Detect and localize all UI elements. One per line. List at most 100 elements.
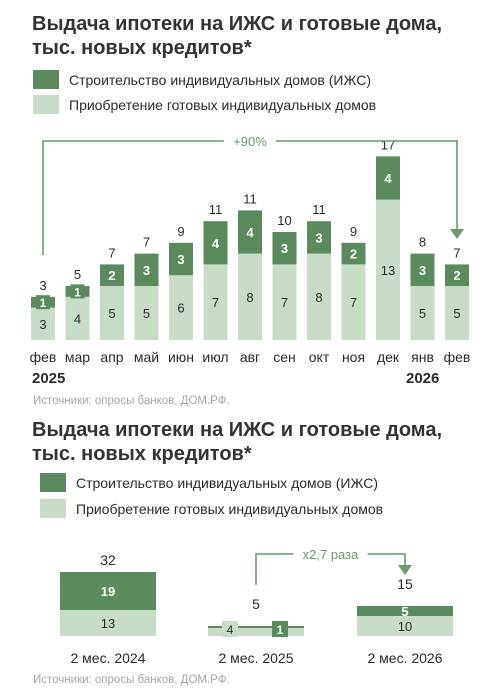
- chart2-legend-ready: Приобретение готовых индивидуальных домо…: [40, 499, 383, 518]
- x-tick-label: сен: [273, 349, 296, 365]
- data-label: 3: [419, 263, 426, 278]
- chart2-source: Источники: опросы банков, ДОМ.РФ.: [33, 674, 230, 686]
- data-label-badge: [70, 284, 85, 299]
- bar-segment-ready: [272, 264, 297, 340]
- bar-segment-ijs: [445, 264, 469, 286]
- data-label: 3: [39, 317, 46, 332]
- data-label: 3: [143, 263, 150, 278]
- bar-segment-ijs: [341, 242, 366, 265]
- bar-segment-ijs: [410, 253, 435, 286]
- bar-segment-ijs: [60, 572, 156, 610]
- bar-segment-ijs: [169, 242, 193, 276]
- total-label: 7: [453, 245, 460, 260]
- x-tick-label: июл: [202, 349, 228, 365]
- data-label: 7: [281, 295, 288, 310]
- chart1-legend-ready: Приобретение готовых индивидуальных домо…: [33, 95, 376, 114]
- total-label: 11: [312, 202, 326, 217]
- bar-segment-ready: [65, 296, 90, 340]
- bar-segment-ready: [134, 286, 159, 340]
- data-label: 8: [315, 290, 322, 305]
- legend-swatch-dark: [33, 70, 59, 89]
- data-label: 4: [384, 171, 392, 186]
- year-label: 2026: [406, 370, 439, 387]
- legend-label: Приобретение готовых индивидуальных домо…: [76, 500, 384, 517]
- data-label-badge: [272, 621, 288, 637]
- chart1-title: Выдача ипотеки на ИЖС и готовые дома, ты…: [32, 13, 443, 59]
- data-label: 4: [74, 311, 81, 326]
- total-label: 9: [177, 224, 184, 239]
- data-label: 5: [108, 306, 115, 321]
- x-tick-label: 2 мес. 2026: [367, 650, 442, 666]
- bar-segment-ijs: [272, 232, 297, 265]
- x-tick-label: 2 мес. 2025: [218, 650, 293, 666]
- year-label: 2025: [32, 370, 65, 387]
- x-tick-label: янв: [411, 349, 434, 365]
- data-label: 2: [350, 247, 357, 262]
- data-label: 4: [227, 623, 234, 637]
- bar-segment-ijs: [238, 210, 262, 254]
- data-label: 3: [177, 252, 184, 267]
- legend-label: Строительство индивидуальных домов (ИЖС): [69, 71, 372, 88]
- chart1-source: Источники: опросы банков, ДОМ.РФ.: [33, 395, 230, 407]
- bar-segment-ijs: [307, 221, 331, 254]
- bar-segment-ready: [238, 253, 262, 340]
- total-label: 11: [209, 202, 223, 217]
- bar-segment-ready: [208, 628, 304, 636]
- total-label: 10: [277, 213, 291, 228]
- x-tick-label: авг: [240, 349, 260, 365]
- total-label: 5: [252, 596, 260, 612]
- data-label: 1: [40, 296, 47, 310]
- data-label: 13: [381, 263, 395, 278]
- x-tick-label: дек: [377, 349, 400, 365]
- growth-annotation: +90%: [233, 134, 267, 149]
- total-label: 9: [350, 224, 357, 239]
- chart2-legend-ijs: Строительство индивидуальных домов (ИЖС): [40, 473, 378, 492]
- arrow-down-icon: [450, 229, 464, 239]
- total-label: 7: [108, 245, 115, 260]
- bar-segment-ready: [357, 616, 453, 636]
- data-label: 19: [101, 584, 115, 599]
- total-label: 32: [100, 552, 116, 568]
- x-tick-label: ноя: [342, 349, 365, 365]
- bar-segment-ready: [307, 253, 331, 340]
- total-label: 7: [143, 235, 150, 250]
- bar-segment-ready: [31, 307, 55, 340]
- data-label-badge: [222, 621, 238, 637]
- total-label: 5: [74, 267, 81, 282]
- data-label: 1: [74, 285, 81, 299]
- total-label: 8: [419, 235, 426, 250]
- legend-label: Строительство индивидуальных домов (ИЖС): [76, 474, 379, 491]
- x-tick-label: фев: [444, 349, 471, 365]
- data-label: 3: [281, 241, 288, 256]
- growth-annotation: x2,7 раза: [303, 547, 359, 562]
- total-label: 3: [39, 278, 46, 293]
- bar-segment-ijs: [134, 253, 159, 286]
- bar-segment-ijs: [208, 626, 304, 628]
- data-label: 13: [101, 616, 115, 631]
- total-label: 17: [381, 137, 395, 152]
- annotation-background: [224, 132, 276, 150]
- data-label: 6: [177, 301, 184, 316]
- annotation-background: [293, 545, 368, 563]
- data-label: 7: [350, 295, 357, 310]
- legend-swatch-light: [40, 499, 66, 518]
- bar-segment-ready: [376, 199, 400, 340]
- bar-segment-ijs: [357, 606, 453, 616]
- data-label: 3: [315, 230, 322, 245]
- x-tick-label: 2 мес. 2024: [70, 650, 145, 666]
- chart1-legend-ijs: Строительство индивидуальных домов (ИЖС): [33, 70, 371, 89]
- data-label: 5: [143, 306, 150, 321]
- bar-segment-ijs: [376, 156, 400, 200]
- bar-segment-ready: [60, 610, 156, 636]
- bar-segment-ready: [410, 286, 435, 340]
- x-tick-label: июн: [168, 349, 194, 365]
- data-label: 2: [108, 268, 115, 283]
- bar-segment-ijs: [203, 221, 228, 265]
- data-label: 2: [453, 268, 460, 283]
- bar-segment-ijs: [100, 264, 124, 286]
- x-tick-label: мар: [65, 349, 90, 365]
- x-tick-label: май: [134, 349, 159, 365]
- data-label: 1: [277, 623, 284, 637]
- total-label: 15: [397, 576, 413, 592]
